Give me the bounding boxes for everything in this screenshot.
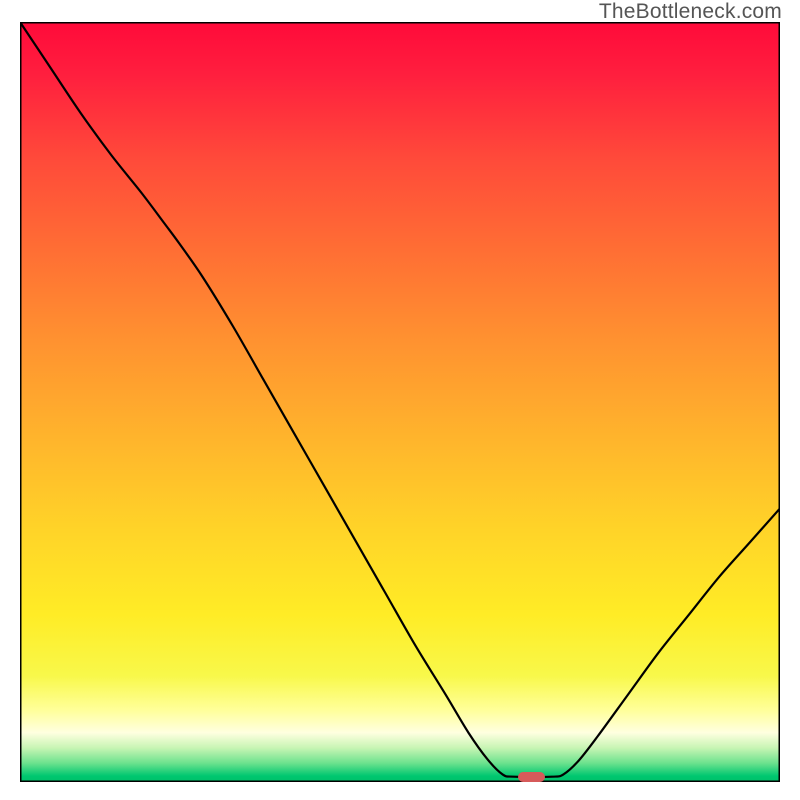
chart-frame: TheBottleneck.com [0, 0, 800, 800]
watermark-text: TheBottleneck.com [599, 0, 782, 24]
gradient-background [20, 22, 780, 782]
plot-area [20, 22, 780, 782]
plot-svg [20, 22, 780, 782]
optimal-marker [518, 772, 545, 782]
